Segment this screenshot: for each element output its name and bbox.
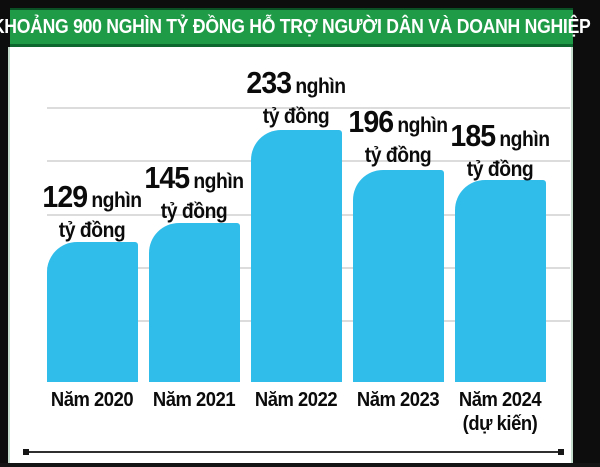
bar-2020 — [47, 242, 138, 382]
bar-2023 — [353, 170, 444, 382]
value-number: 233 — [246, 65, 292, 100]
value-unit-line2: tỷ đồng — [262, 105, 330, 128]
value-label-2021: 145 nghìn tỷ đồng — [116, 162, 272, 226]
value-label-2023: 196 nghìn tỷ đồng — [320, 106, 476, 170]
value-number: 129 — [42, 179, 88, 214]
year-label-2021: Năm 2021 — [125, 388, 263, 412]
year-note: (dự kiến) — [462, 413, 538, 435]
value-unit-line2: tỷ đồng — [58, 219, 126, 242]
value-unit-word: nghìn — [397, 114, 448, 137]
value-unit-word: nghìn — [499, 128, 550, 151]
bottom-border-strip — [0, 463, 600, 467]
gridline-250 — [47, 107, 570, 109]
year-label-2022: Năm 2022 — [227, 388, 365, 412]
value-unit-word: nghìn — [91, 189, 142, 212]
bottom-axis-line — [23, 449, 564, 455]
axis-endpoint-right — [558, 449, 564, 455]
value-label-2020: 129 nghìn tỷ đồng — [14, 181, 170, 245]
value-number: 145 — [144, 160, 190, 195]
value-unit-line2: tỷ đồng — [466, 158, 534, 181]
value-label-2024: 185 nghìn tỷ đồng — [422, 120, 578, 184]
value-number: 196 — [348, 104, 394, 139]
bar-2022 — [251, 130, 342, 382]
bar-2024 — [455, 180, 546, 382]
value-label-2022: 233 nghìn tỷ đồng — [218, 67, 374, 131]
year-text: Năm 2024 — [458, 389, 542, 411]
axis-endpoint-left — [23, 449, 29, 455]
year-text: Năm 2022 — [254, 389, 338, 411]
value-number: 185 — [450, 118, 496, 153]
bar-2021 — [149, 223, 240, 382]
year-label-2020: Năm 2020 — [23, 388, 161, 412]
year-text: Năm 2021 — [152, 389, 236, 411]
value-unit-word: nghìn — [193, 170, 244, 193]
value-unit-line2: tỷ đồng — [160, 200, 228, 223]
value-unit-word: nghìn — [295, 75, 346, 98]
year-label-2023: Năm 2023 — [329, 388, 467, 412]
page-title: KHOẢNG 900 NGHÌN TỶ ĐỒNG HỖ TRỢ NGƯỜI DÂ… — [0, 15, 591, 38]
year-text: Năm 2020 — [50, 389, 134, 411]
year-text: Năm 2023 — [356, 389, 440, 411]
year-label-2024: Năm 2024 (dự kiến) — [431, 388, 569, 436]
value-unit-line2: tỷ đồng — [364, 144, 432, 167]
title-banner: KHOẢNG 900 NGHÌN TỶ ĐỒNG HỖ TRỢ NGƯỜI DÂ… — [0, 8, 591, 47]
